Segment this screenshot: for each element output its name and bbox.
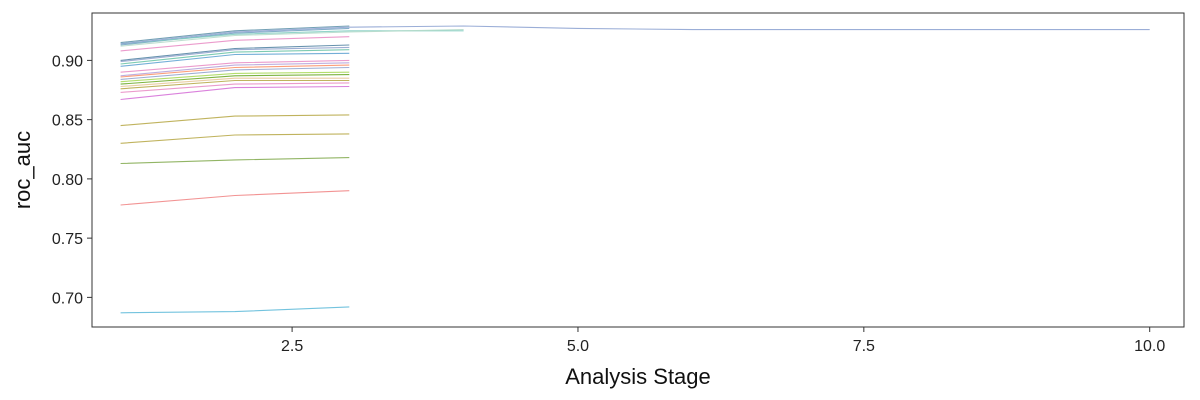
- y-tick-label: 0.80: [52, 172, 83, 189]
- plot-frame: [91, 12, 1185, 328]
- x-tick-label: 7.5: [853, 338, 875, 355]
- series-line-1: [120, 25, 350, 44]
- y-axis-title: roc_auc: [10, 131, 35, 209]
- series-line-6: [120, 49, 350, 65]
- series-line-3: [120, 36, 350, 52]
- y-tick-label: 0.70: [52, 290, 83, 307]
- series-line-19: [120, 133, 350, 144]
- x-tick-label: 5.0: [567, 338, 589, 355]
- series-line-14: [120, 77, 350, 88]
- y-axis: 0.70 0.75 0.80 0.85 0.90: [52, 53, 92, 307]
- x-tick-label: 10.0: [1134, 338, 1165, 355]
- series-line-10: [120, 64, 350, 78]
- series-lines: [120, 25, 1150, 314]
- series-line-21: [120, 190, 350, 206]
- series-line-5: [120, 46, 350, 63]
- y-tick-label: 0.75: [52, 231, 83, 248]
- series-line-7: [120, 52, 350, 67]
- series-line-24: [120, 29, 464, 47]
- series-line-15: [120, 79, 350, 90]
- series-line-13: [120, 74, 350, 85]
- series-line-16: [120, 82, 350, 93]
- series-line-22: [120, 306, 350, 314]
- series-line-18: [120, 114, 350, 127]
- series-line-9: [120, 62, 350, 77]
- series-line-11: [120, 66, 350, 80]
- series-line-17: [120, 85, 350, 101]
- x-tick-label: 2.5: [281, 338, 303, 355]
- series-line-12: [120, 71, 350, 83]
- x-axis: 2.5 5.0 7.5 10.0: [281, 327, 1165, 355]
- series-line-4: [120, 44, 350, 61]
- y-tick-label: 0.85: [52, 113, 83, 130]
- series-line-8: [120, 59, 350, 73]
- series-line-25: [120, 25, 1150, 45]
- x-axis-title: Analysis Stage: [565, 364, 711, 389]
- y-tick-label: 0.90: [52, 53, 83, 70]
- series-line-20: [120, 157, 350, 165]
